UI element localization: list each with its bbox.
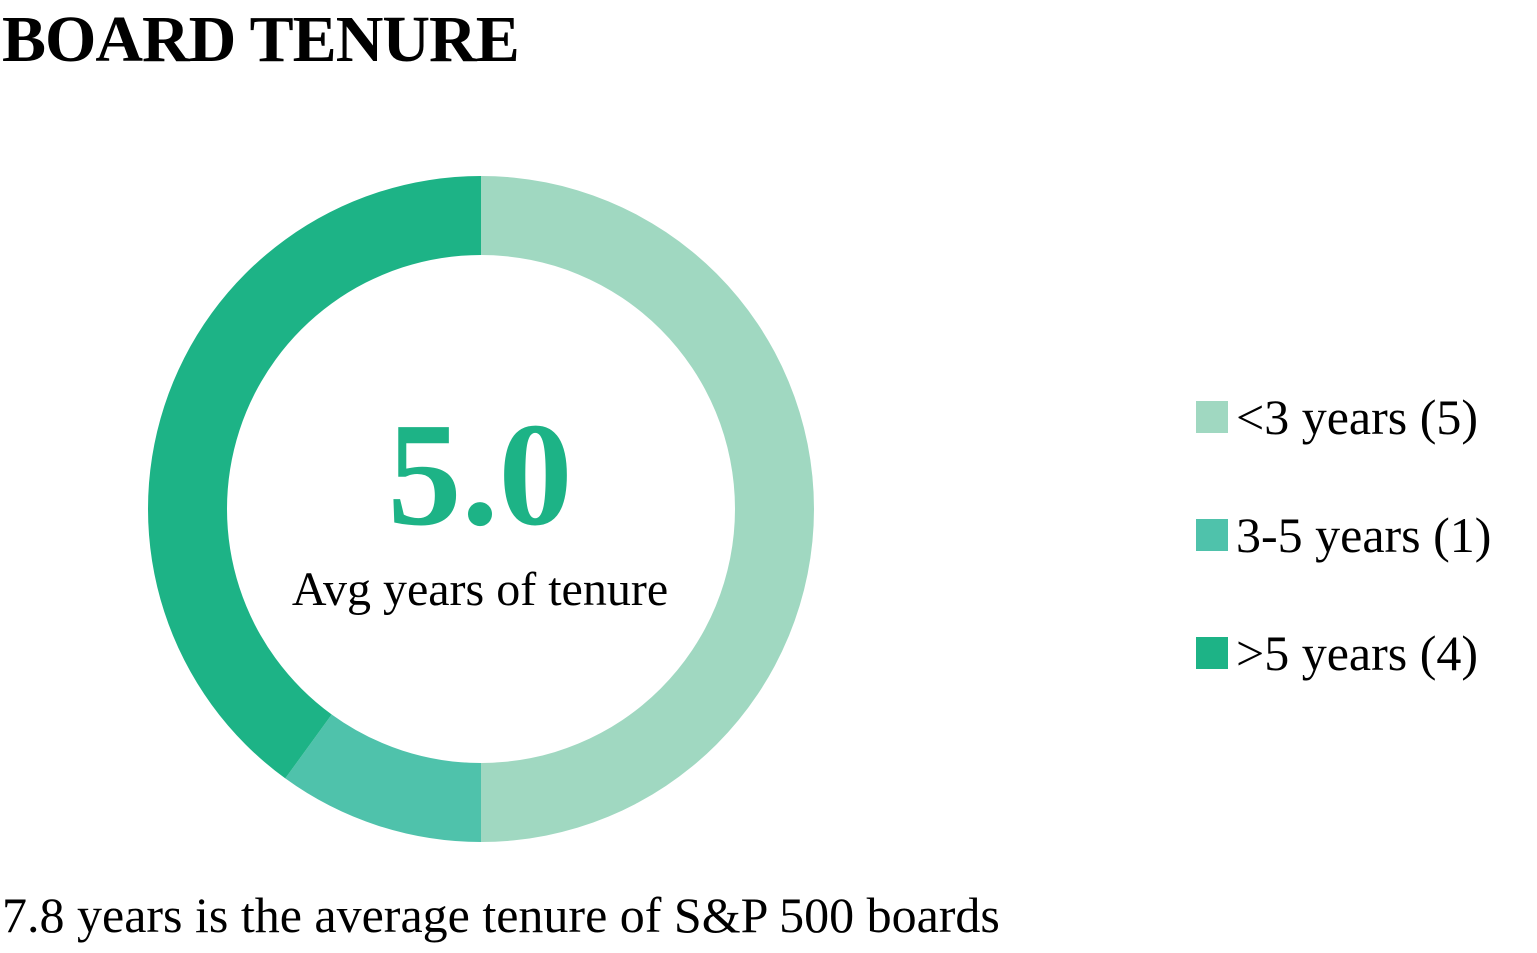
legend-label: >5 years (4): [1236, 625, 1478, 681]
donut-slice: [147, 175, 481, 779]
legend: <3 years (5) 3-5 years (1) >5 years (4): [1196, 358, 1491, 712]
legend-item: 3-5 years (1): [1196, 476, 1491, 594]
legend-swatch: [1196, 401, 1228, 433]
legend-swatch: [1196, 637, 1228, 669]
donut-slice: [481, 176, 814, 842]
legend-label: 3-5 years (1): [1236, 507, 1492, 563]
legend-item: <3 years (5): [1196, 358, 1491, 476]
footnote: 7.8 years is the average tenure of S&P 5…: [2, 887, 1000, 943]
donut-chart: [147, 175, 814, 842]
center-label: Avg years of tenure: [291, 563, 669, 616]
donut-slices: [147, 175, 814, 842]
center-value: 5.0: [387, 393, 573, 557]
legend-label: <3 years (5): [1236, 389, 1478, 445]
page-title: BOARD TENURE: [2, 3, 520, 76]
legend-swatch: [1196, 519, 1228, 551]
legend-item: >5 years (4): [1196, 594, 1491, 712]
donut-slice: [285, 714, 481, 842]
